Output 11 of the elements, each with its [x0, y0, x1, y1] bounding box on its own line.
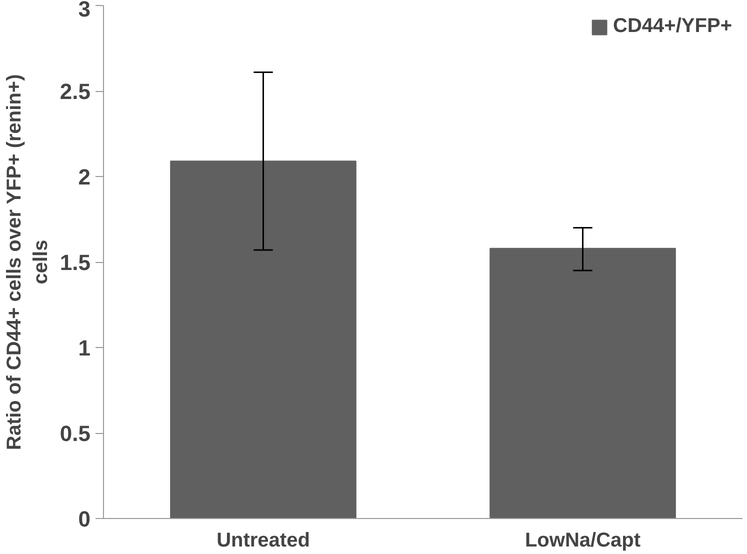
y-tick-label: 2 [78, 164, 91, 190]
y-tick-label: 1 [78, 336, 91, 360]
y-tick-label: 0.5 [60, 421, 91, 446]
y-tick-label: 2.5 [60, 79, 91, 104]
y-tick-label: 1.5 [60, 250, 91, 275]
y-tick-label: 3 [78, 0, 91, 22]
legend-label: CD44+/YFP+ [613, 15, 732, 38]
y-axis-title: Ratio of CD44+ cells over YFP+ (renin+) cells [4, 74, 52, 450]
y-tick-label: 0 [78, 506, 91, 532]
x-tick-label: LowNa/Capt [524, 530, 641, 552]
x-tick-label: Untreated [216, 530, 310, 552]
